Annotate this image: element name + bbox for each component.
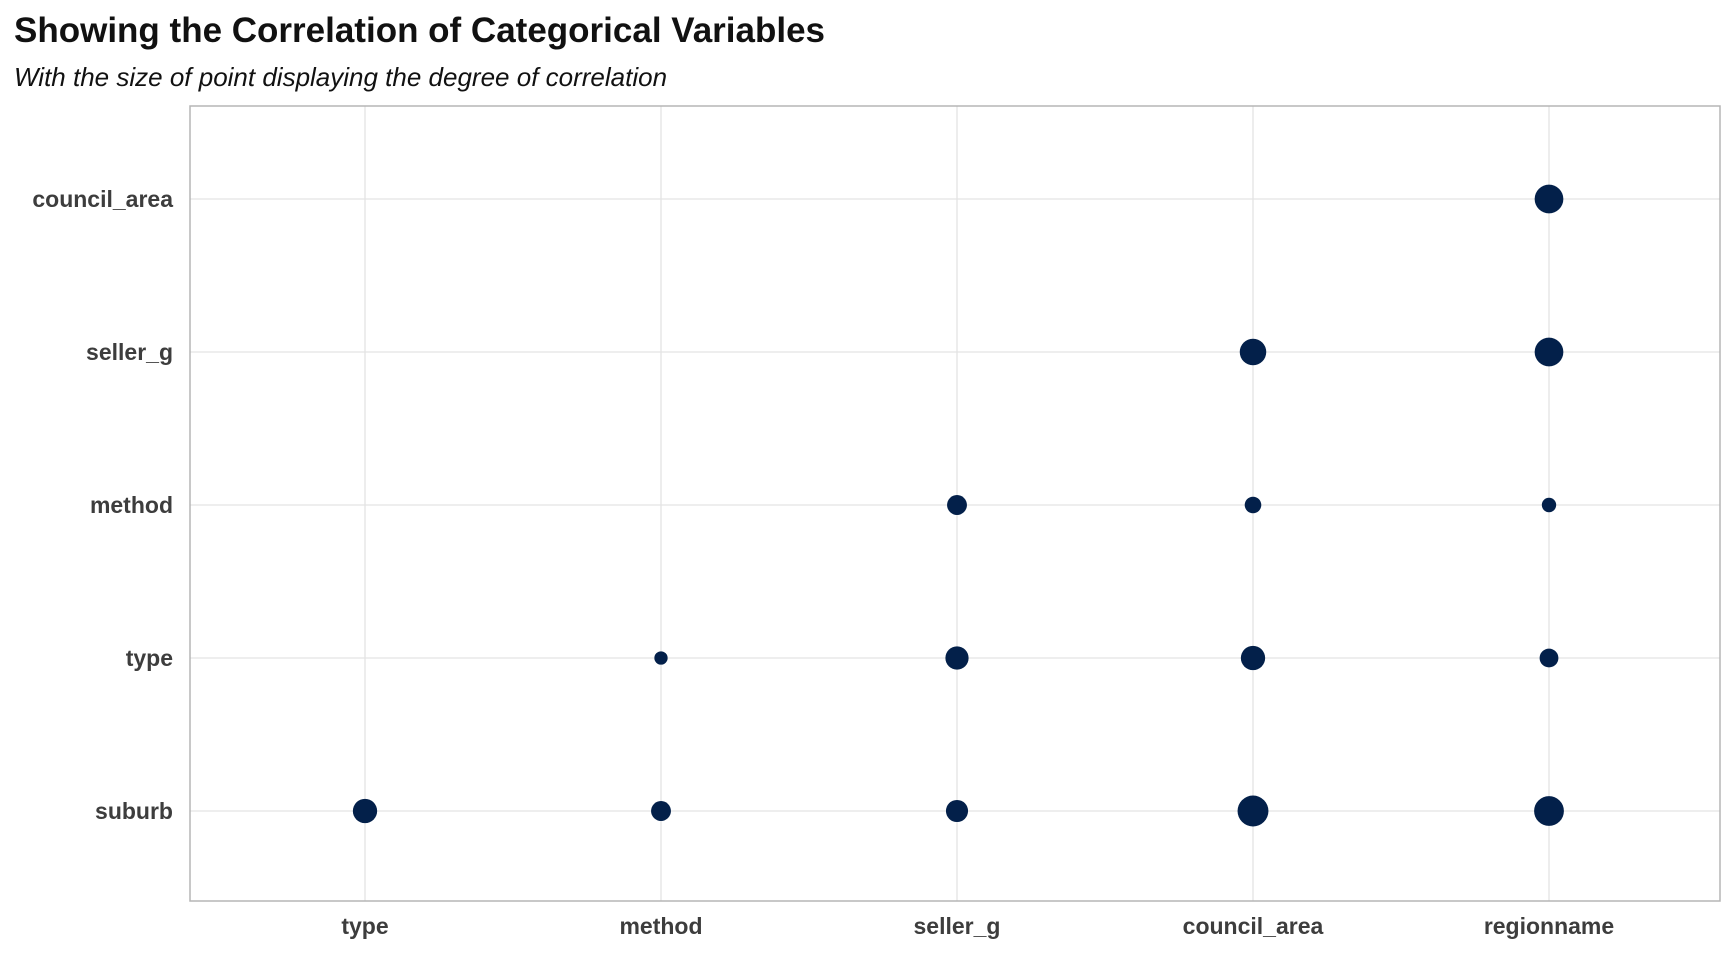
y-tick-label-suburb: suburb xyxy=(95,798,173,824)
x-tick-label-council_area: council_area xyxy=(1183,913,1324,939)
point-type-suburb xyxy=(352,798,378,824)
point-regionname-seller_g xyxy=(1534,337,1564,367)
point-council_area-suburb xyxy=(1237,795,1269,827)
point-regionname-suburb xyxy=(1534,796,1564,826)
data-points xyxy=(352,184,1564,827)
chart-title: Showing the Correlation of Categorical V… xyxy=(14,11,825,50)
x-axis-tick-labels: type method seller_g council_area regionname xyxy=(341,913,1614,939)
chart-subtitle: With the size of point displaying the de… xyxy=(14,62,667,92)
point-regionname-council_area xyxy=(1534,184,1564,214)
point-seller_g-suburb xyxy=(945,799,969,823)
point-method-suburb xyxy=(651,801,671,821)
y-axis-tick-labels: suburb type method seller_g council_area xyxy=(32,186,173,824)
plot-panel-border xyxy=(189,105,1721,902)
point-council_area-seller_g xyxy=(1239,338,1267,366)
x-tick-label-method: method xyxy=(619,913,702,939)
point-seller_g-method xyxy=(947,495,967,515)
point-regionname-method xyxy=(1541,497,1557,513)
y-tick-label-seller_g: seller_g xyxy=(86,339,173,365)
point-regionname-type xyxy=(1539,648,1559,668)
x-tick-label-regionname: regionname xyxy=(1484,913,1614,939)
x-tick-label-type: type xyxy=(341,913,388,939)
y-tick-label-method: method xyxy=(90,492,173,518)
point-seller_g-type xyxy=(945,646,969,670)
point-council_area-type xyxy=(1240,645,1266,671)
point-method-type xyxy=(654,651,668,665)
y-tick-label-council_area: council_area xyxy=(32,186,173,212)
x-tick-label-seller_g: seller_g xyxy=(914,913,1001,939)
y-tick-label-type: type xyxy=(126,645,173,671)
point-council_area-method xyxy=(1244,496,1262,514)
